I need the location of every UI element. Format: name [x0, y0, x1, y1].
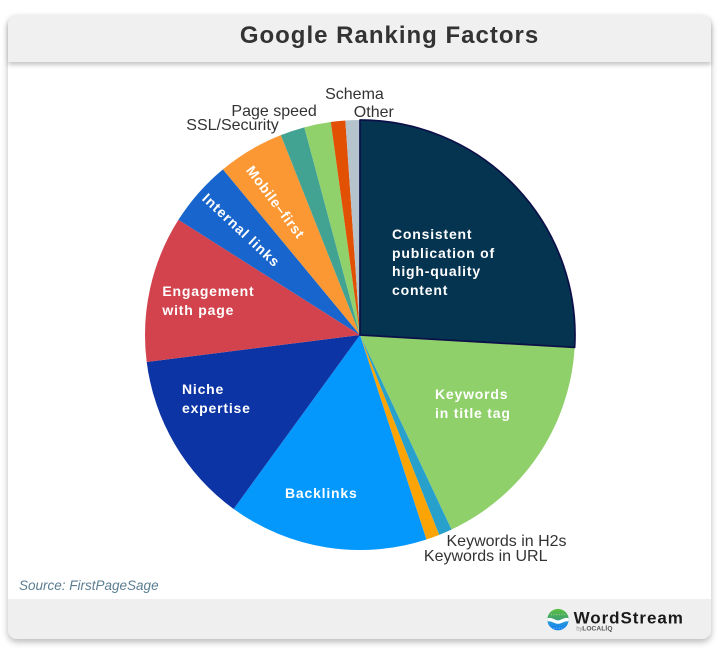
svg-text:LOCALİQ: LOCALİQ — [582, 624, 612, 632]
svg-text:by: by — [576, 626, 582, 632]
svg-text:WordStream: WordStream — [574, 608, 684, 627]
